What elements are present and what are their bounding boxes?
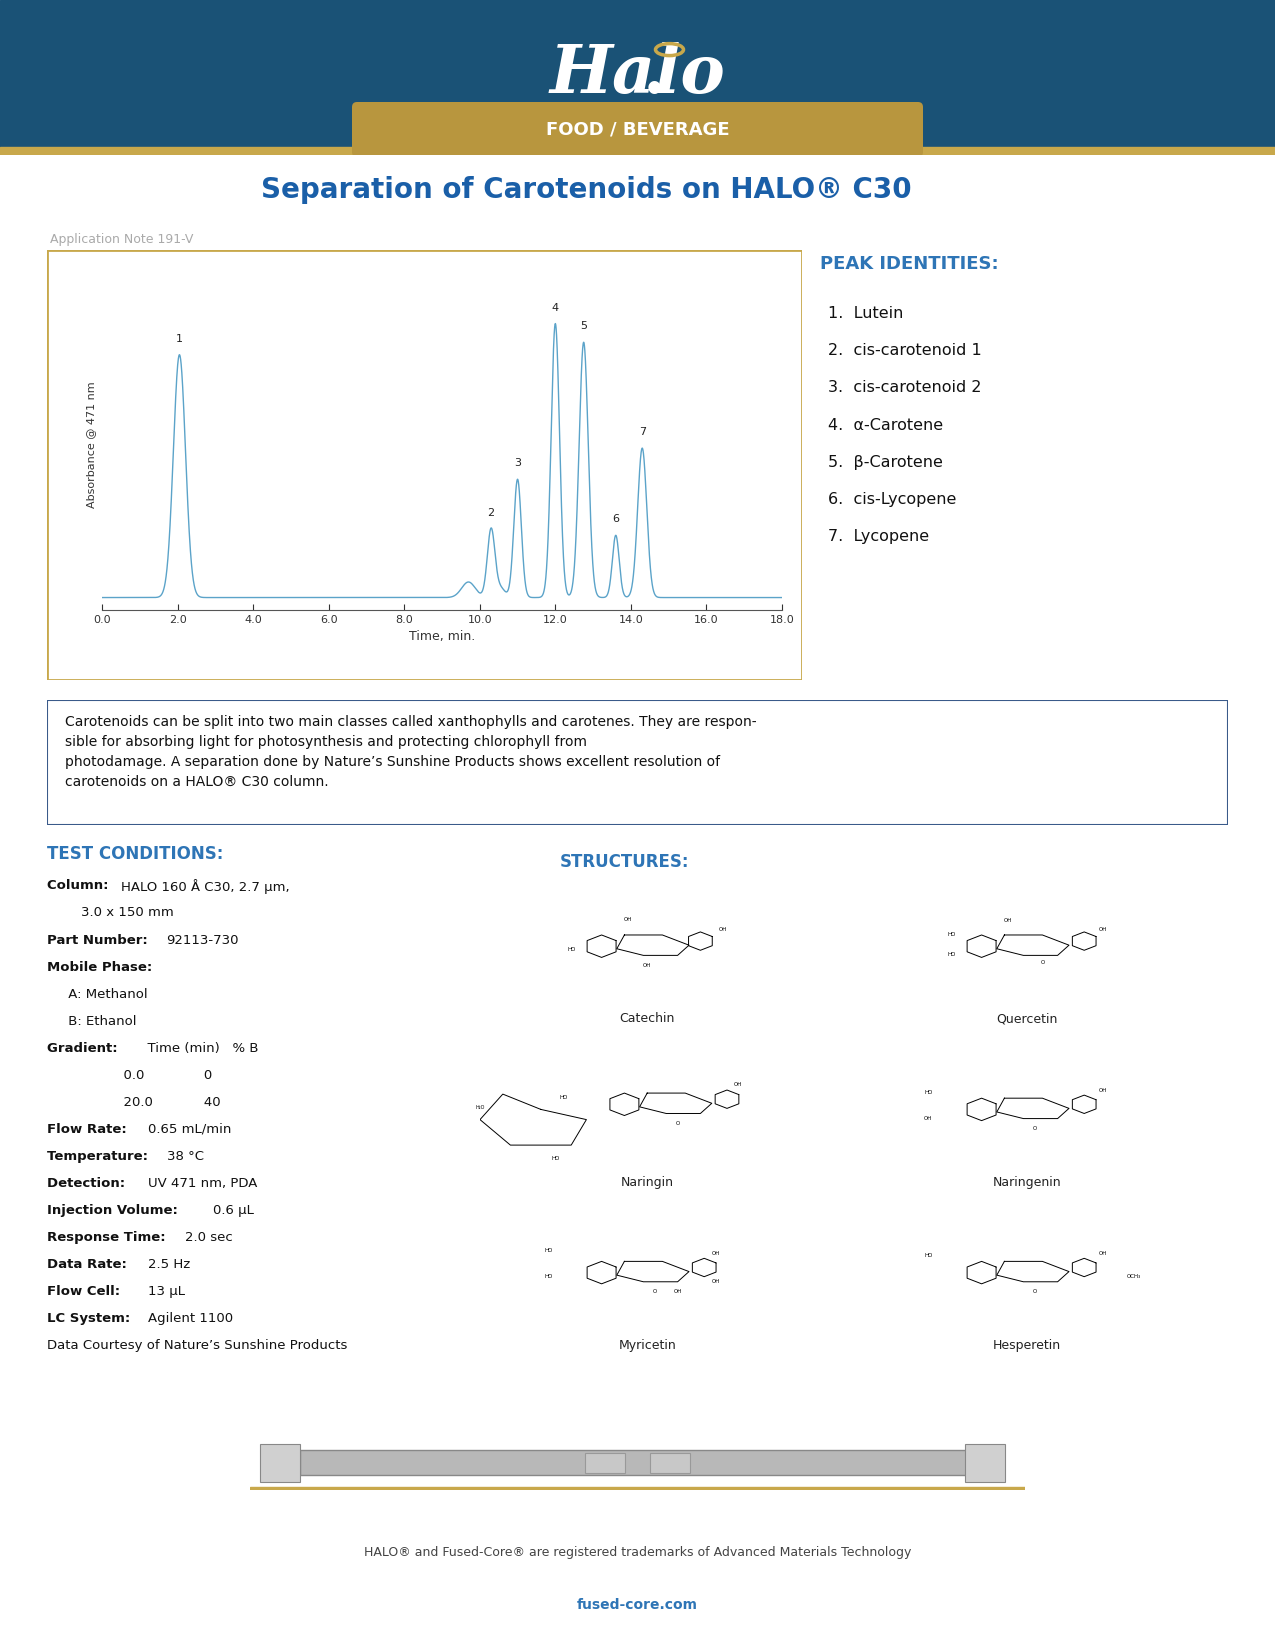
FancyBboxPatch shape bbox=[352, 102, 923, 157]
Text: OH: OH bbox=[711, 1279, 720, 1284]
Text: O: O bbox=[1040, 960, 1044, 965]
Text: HO: HO bbox=[924, 1091, 932, 1096]
Text: 1.  Lutein: 1. Lutein bbox=[829, 305, 904, 322]
Text: HO: HO bbox=[924, 1254, 932, 1259]
Bar bbox=[260, 1444, 300, 1482]
Text: Time (min)   % B: Time (min) % B bbox=[139, 1041, 259, 1054]
Text: Catechin: Catechin bbox=[620, 1013, 674, 1026]
Y-axis label: Absorbance @ 471 nm: Absorbance @ 471 nm bbox=[87, 381, 97, 508]
Text: 2.5 Hz: 2.5 Hz bbox=[148, 1257, 190, 1270]
Text: Flow Rate:: Flow Rate: bbox=[47, 1122, 131, 1135]
Text: 13 μL: 13 μL bbox=[148, 1285, 185, 1299]
Text: HO: HO bbox=[947, 932, 955, 937]
Text: 3: 3 bbox=[514, 459, 521, 469]
Text: Separation of Carotenoids on HALO® C30: Separation of Carotenoids on HALO® C30 bbox=[261, 177, 912, 205]
Text: TEST CONDITIONS:: TEST CONDITIONS: bbox=[47, 845, 223, 863]
Text: Detection:: Detection: bbox=[47, 1176, 130, 1190]
Text: Quercetin: Quercetin bbox=[997, 1013, 1058, 1026]
Text: Temperature:: Temperature: bbox=[47, 1150, 153, 1163]
Text: 7: 7 bbox=[639, 427, 645, 437]
Text: 0.6 μL: 0.6 μL bbox=[213, 1204, 254, 1216]
Text: OH: OH bbox=[734, 1082, 742, 1087]
X-axis label: Time, min.: Time, min. bbox=[409, 630, 476, 644]
Text: 20.0            40: 20.0 40 bbox=[47, 1096, 221, 1109]
Text: 0.0              0: 0.0 0 bbox=[47, 1069, 212, 1082]
Text: O: O bbox=[1033, 1125, 1037, 1130]
Text: HO: HO bbox=[552, 1157, 560, 1162]
Text: PEAK IDENTITIES:: PEAK IDENTITIES: bbox=[820, 256, 998, 272]
Text: O: O bbox=[653, 1289, 657, 1294]
Text: O: O bbox=[676, 1120, 680, 1125]
Text: STRUCTURES:: STRUCTURES: bbox=[560, 853, 690, 871]
Text: Data Courtesy of Nature’s Sunshine Products: Data Courtesy of Nature’s Sunshine Produ… bbox=[47, 1338, 347, 1351]
Text: OH: OH bbox=[643, 962, 652, 967]
Bar bbox=[0, 147, 1275, 155]
Text: 3.  cis-carotenoid 2: 3. cis-carotenoid 2 bbox=[829, 381, 982, 396]
Text: OH: OH bbox=[1099, 1251, 1108, 1256]
Text: Column:: Column: bbox=[47, 879, 113, 893]
Text: B: Ethanol: B: Ethanol bbox=[47, 1015, 136, 1028]
Text: 4.  α-Carotene: 4. α-Carotene bbox=[829, 417, 944, 432]
Bar bbox=[300, 1450, 975, 1475]
Text: Naringenin: Naringenin bbox=[993, 1176, 1062, 1188]
Bar bbox=[250, 1487, 1025, 1490]
Text: 2: 2 bbox=[487, 508, 495, 518]
Text: OH: OH bbox=[924, 1115, 932, 1120]
Text: OH: OH bbox=[673, 1289, 682, 1294]
Text: OH: OH bbox=[1099, 927, 1108, 932]
Text: Hesperetin: Hesperetin bbox=[993, 1338, 1061, 1351]
Text: Naringin: Naringin bbox=[621, 1176, 673, 1188]
Text: HO: HO bbox=[560, 1096, 567, 1101]
Text: 1: 1 bbox=[176, 333, 182, 343]
Text: 3.0 x 150 mm: 3.0 x 150 mm bbox=[47, 906, 173, 919]
Bar bbox=[585, 1454, 625, 1473]
Text: HO: HO bbox=[544, 1274, 552, 1279]
Text: 5.  β-Carotene: 5. β-Carotene bbox=[829, 455, 944, 470]
Text: HO: HO bbox=[544, 1247, 552, 1254]
Text: 92113-730: 92113-730 bbox=[167, 934, 240, 947]
Text: Carotenoids can be split into two main classes called xanthophylls and carotenes: Carotenoids can be split into two main c… bbox=[65, 714, 756, 789]
Bar bbox=[650, 1454, 690, 1473]
Text: OH: OH bbox=[623, 917, 632, 922]
Text: FOOD / BEVERAGE: FOOD / BEVERAGE bbox=[546, 120, 729, 139]
Text: 2.0 sec: 2.0 sec bbox=[185, 1231, 233, 1244]
Text: 2.  cis-carotenoid 1: 2. cis-carotenoid 1 bbox=[829, 343, 982, 358]
Text: UV 471 nm, PDA: UV 471 nm, PDA bbox=[148, 1176, 258, 1190]
Text: OH: OH bbox=[1003, 917, 1012, 922]
Text: Injection Volume:: Injection Volume: bbox=[47, 1204, 182, 1216]
Text: Halo: Halo bbox=[550, 41, 725, 107]
Text: 4: 4 bbox=[552, 302, 558, 314]
Text: 7.  Lycopene: 7. Lycopene bbox=[829, 530, 929, 544]
Text: Part Number:: Part Number: bbox=[47, 934, 153, 947]
Text: H₂O: H₂O bbox=[476, 1106, 484, 1110]
Text: LC System:: LC System: bbox=[47, 1312, 135, 1325]
Text: Agilent 1100: Agilent 1100 bbox=[148, 1312, 233, 1325]
Text: OH: OH bbox=[711, 1251, 720, 1256]
Text: HO: HO bbox=[947, 952, 955, 957]
Text: Data Rate:: Data Rate: bbox=[47, 1257, 131, 1270]
Bar bbox=[965, 1444, 1005, 1482]
Text: Gradient:: Gradient: bbox=[47, 1041, 122, 1054]
Text: Application Note 191-V: Application Note 191-V bbox=[50, 233, 194, 246]
Text: Mobile Phase:: Mobile Phase: bbox=[47, 960, 152, 974]
Text: fused-core.com: fused-core.com bbox=[578, 1597, 697, 1612]
Text: HALO 160 Å C30, 2.7 μm,: HALO 160 Å C30, 2.7 μm, bbox=[121, 879, 289, 894]
Text: .: . bbox=[643, 41, 666, 107]
Text: O: O bbox=[1033, 1289, 1037, 1294]
Text: Response Time:: Response Time: bbox=[47, 1231, 171, 1244]
Text: OH: OH bbox=[719, 927, 727, 932]
Text: Myricetin: Myricetin bbox=[618, 1338, 676, 1351]
Text: OH: OH bbox=[1099, 1087, 1108, 1092]
Text: HO: HO bbox=[567, 947, 575, 952]
Text: OCH₃: OCH₃ bbox=[1126, 1274, 1141, 1279]
Text: Flow Cell:: Flow Cell: bbox=[47, 1285, 125, 1299]
Text: 6: 6 bbox=[612, 515, 620, 525]
Text: HALO® and Fused-Core® are registered trademarks of Advanced Materials Technology: HALO® and Fused-Core® are registered tra… bbox=[363, 1546, 912, 1559]
Text: 38 °C: 38 °C bbox=[167, 1150, 204, 1163]
Text: 0.65 mL/min: 0.65 mL/min bbox=[148, 1122, 232, 1135]
Text: 5: 5 bbox=[580, 322, 588, 332]
Text: 6.  cis-Lycopene: 6. cis-Lycopene bbox=[829, 492, 956, 507]
Text: A: Methanol: A: Methanol bbox=[47, 988, 148, 1000]
